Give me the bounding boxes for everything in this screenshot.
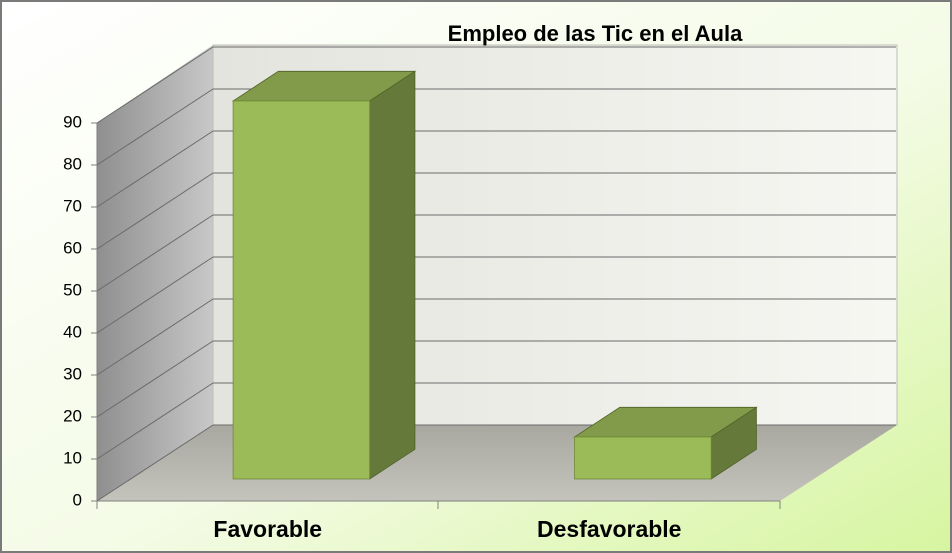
grid-line — [96, 88, 214, 166]
bar-side — [369, 70, 416, 480]
y-tick-label: 90 — [63, 112, 82, 131]
side-wall — [97, 45, 213, 501]
floor — [97, 425, 897, 501]
grid-line — [96, 130, 214, 208]
y-tick-label: 80 — [63, 154, 82, 173]
y-tick-label: 0 — [73, 490, 82, 509]
grid-line — [96, 382, 214, 460]
y-tick-label: 40 — [63, 322, 82, 341]
x-tick-label: Desfavorable — [537, 516, 681, 542]
y-tick-label: 20 — [63, 406, 82, 425]
chart-title: Empleo de las Tic en el Aula — [448, 21, 743, 46]
x-tick-label: Favorable — [213, 516, 322, 542]
grid-line — [96, 424, 214, 502]
grid-line — [96, 340, 214, 418]
grid-line — [96, 298, 214, 376]
grid-line — [96, 172, 214, 250]
y-tick-label: 70 — [63, 196, 82, 215]
grid-line — [96, 46, 214, 124]
y-tick-label: 50 — [63, 280, 82, 299]
y-tick-label: 30 — [63, 364, 82, 383]
y-tick-label: 10 — [63, 448, 82, 467]
bar — [574, 436, 712, 480]
grid-line — [96, 214, 214, 292]
grid-line — [96, 256, 214, 334]
bar — [232, 100, 371, 480]
y-tick-label: 60 — [63, 238, 82, 257]
